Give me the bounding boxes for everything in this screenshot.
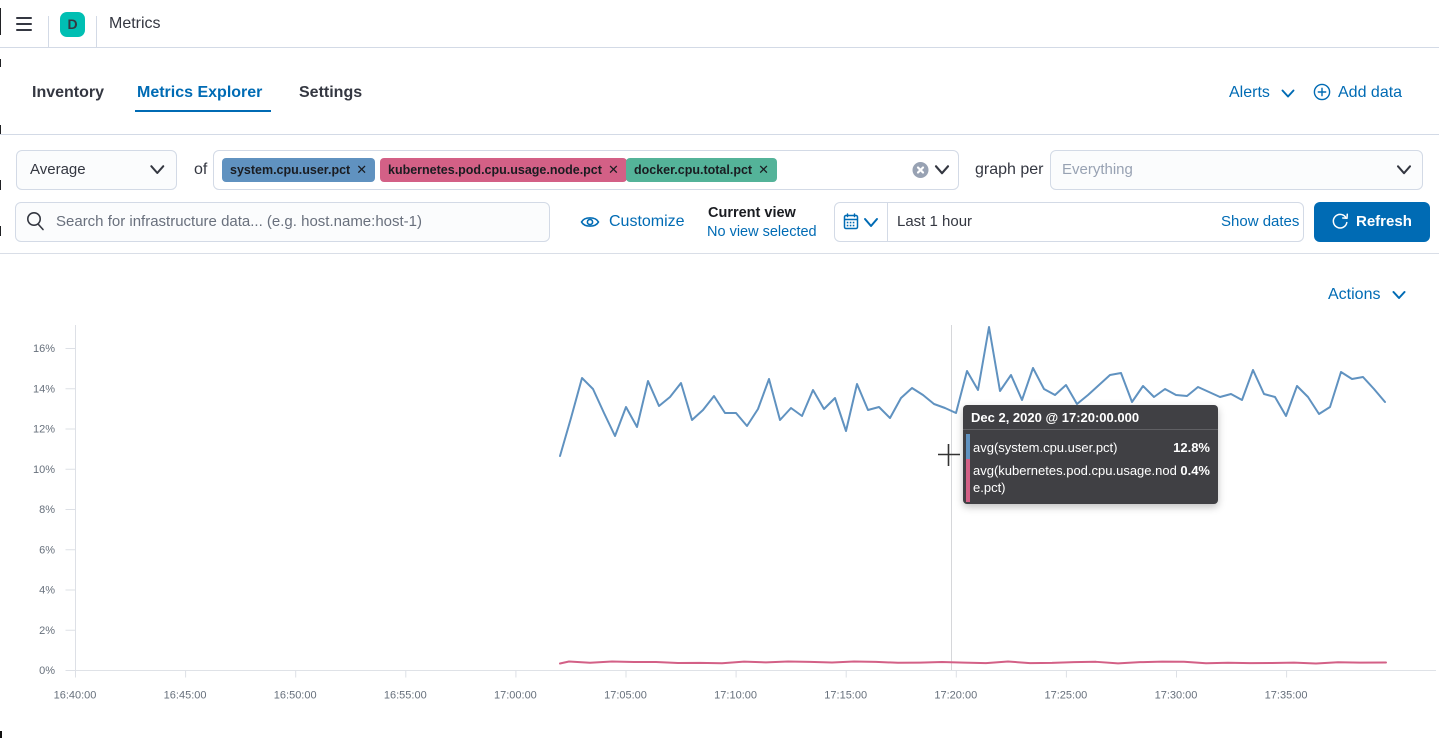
- svg-text:8%: 8%: [39, 504, 55, 516]
- svg-text:16:55:00: 16:55:00: [384, 690, 427, 702]
- svg-text:16:45:00: 16:45:00: [164, 690, 207, 702]
- svg-text:2%: 2%: [39, 625, 55, 637]
- svg-text:6%: 6%: [39, 544, 55, 556]
- svg-text:0%: 0%: [39, 665, 55, 677]
- svg-text:17:15:00: 17:15:00: [824, 690, 867, 702]
- svg-text:4%: 4%: [39, 585, 55, 597]
- svg-text:14%: 14%: [33, 383, 55, 395]
- svg-text:17:10:00: 17:10:00: [714, 690, 757, 702]
- svg-text:17:20:00: 17:20:00: [934, 690, 977, 702]
- svg-text:16:50:00: 16:50:00: [274, 690, 317, 702]
- svg-text:17:05:00: 17:05:00: [604, 690, 647, 702]
- svg-text:17:00:00: 17:00:00: [494, 690, 537, 702]
- svg-text:17:30:00: 17:30:00: [1155, 690, 1198, 702]
- svg-text:12%: 12%: [33, 424, 55, 436]
- svg-text:10%: 10%: [33, 464, 55, 476]
- svg-text:17:35:00: 17:35:00: [1265, 690, 1308, 702]
- svg-text:16%: 16%: [33, 343, 55, 355]
- svg-text:17:25:00: 17:25:00: [1044, 690, 1087, 702]
- svg-text:16:40:00: 16:40:00: [54, 690, 97, 702]
